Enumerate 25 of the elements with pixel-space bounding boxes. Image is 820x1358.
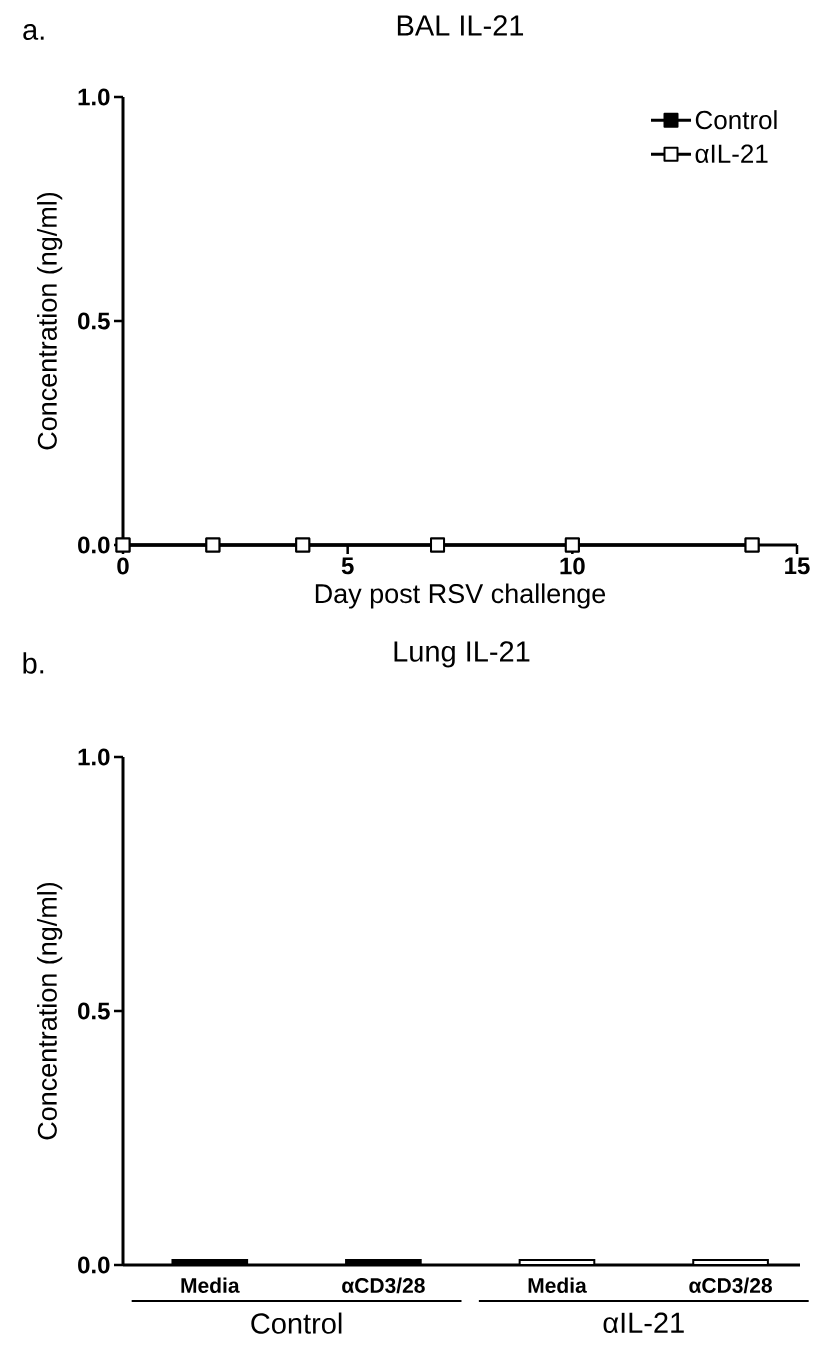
text: αIL-21 bbox=[603, 1312, 684, 1334]
x-tick-label: αCD3/28 bbox=[342, 1277, 425, 1294]
x-tick-label: 5 bbox=[341, 557, 354, 575]
x-tick-label: Media bbox=[181, 1277, 240, 1293]
y-tick-label: 0.0 bbox=[78, 1256, 110, 1274]
text: b. bbox=[23, 652, 44, 674]
y-axis-title: Concentration (ng/ml) bbox=[37, 882, 63, 1140]
y-axis-title: Concentration (ng/ml) bbox=[37, 192, 63, 450]
y-tick-label: 0.5 bbox=[78, 312, 110, 330]
x-tick-label: 10 bbox=[560, 557, 585, 575]
x-tick-label: 0 bbox=[117, 557, 129, 575]
text: a. bbox=[23, 24, 44, 40]
y-tick-label: 0.0 bbox=[78, 536, 110, 554]
x-tick-label: αCD3/28 bbox=[689, 1277, 772, 1294]
x-tick-label: Media bbox=[528, 1277, 587, 1293]
x-axis-title: Day post RSV challenge bbox=[315, 583, 606, 609]
legend-label: αIL-21 bbox=[695, 144, 768, 163]
chart-title: BAL IL-21 bbox=[397, 15, 524, 36]
text: Control bbox=[251, 1312, 342, 1334]
chart-title: Lung IL-21 bbox=[394, 641, 530, 668]
x-tick-label: 15 bbox=[785, 557, 810, 575]
legend-label: Control bbox=[695, 110, 777, 130]
y-tick-label: 1.0 bbox=[78, 88, 110, 106]
y-tick-label: 1.0 bbox=[78, 748, 110, 766]
y-tick-label: 0.5 bbox=[78, 1002, 110, 1020]
